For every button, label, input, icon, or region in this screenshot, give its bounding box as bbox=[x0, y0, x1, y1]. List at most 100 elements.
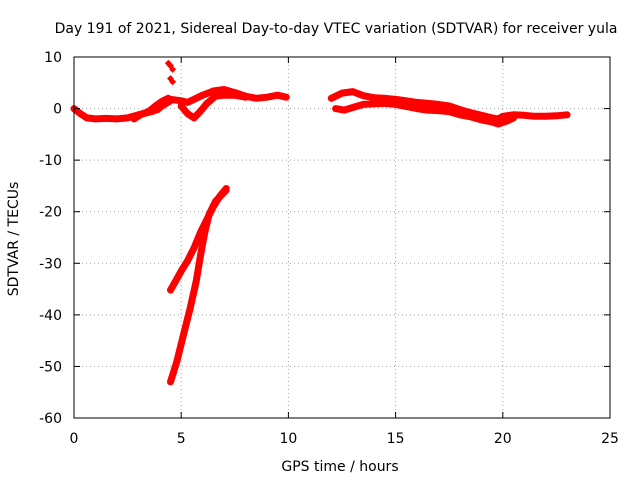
chart-title: Day 191 of 2021, Sidereal Day-to-day VTE… bbox=[55, 21, 618, 37]
x-tick-label: 0 bbox=[70, 431, 79, 447]
data-point bbox=[359, 100, 367, 108]
series-trace-12-23h-lower bbox=[332, 99, 518, 128]
data-point bbox=[130, 115, 138, 123]
data-point bbox=[186, 306, 194, 314]
y-tick-label: 10 bbox=[44, 50, 62, 66]
data-point bbox=[220, 85, 228, 93]
data-point bbox=[503, 117, 511, 125]
data-point bbox=[552, 112, 560, 120]
series-trace-4-10h-lower bbox=[177, 91, 250, 122]
data-point bbox=[166, 378, 174, 386]
data-point bbox=[495, 120, 503, 128]
data-point bbox=[102, 114, 110, 122]
y-tick-label: -40 bbox=[39, 308, 62, 324]
data-point bbox=[184, 257, 192, 265]
data-point bbox=[212, 197, 220, 205]
data-point bbox=[340, 106, 348, 114]
data-point bbox=[402, 97, 410, 105]
y-tick-label: -60 bbox=[39, 411, 62, 427]
data-point bbox=[173, 275, 181, 283]
x-tick-label: 5 bbox=[177, 431, 186, 447]
data-point bbox=[231, 91, 239, 99]
data-point bbox=[499, 112, 507, 120]
data-point bbox=[402, 103, 410, 111]
data-point bbox=[381, 99, 389, 107]
data-point bbox=[205, 210, 213, 218]
data-point bbox=[424, 106, 432, 114]
data-point bbox=[190, 95, 198, 103]
data-point bbox=[327, 94, 335, 102]
data-point bbox=[166, 286, 174, 294]
series-band bbox=[167, 186, 230, 386]
data-point bbox=[192, 277, 200, 285]
data-point bbox=[169, 78, 177, 86]
data-point bbox=[434, 107, 442, 115]
data-point bbox=[413, 98, 421, 106]
data-point bbox=[349, 88, 357, 96]
data-point bbox=[222, 186, 230, 194]
data-point bbox=[282, 93, 290, 101]
data-point bbox=[151, 102, 159, 110]
data-point bbox=[274, 91, 282, 99]
data-point bbox=[332, 105, 340, 113]
data-point bbox=[124, 114, 132, 122]
series-outlier-points bbox=[164, 59, 177, 86]
data-point bbox=[477, 116, 485, 124]
data-point bbox=[413, 105, 421, 113]
data-point bbox=[203, 99, 211, 107]
data-point bbox=[252, 94, 260, 102]
data-point bbox=[434, 100, 442, 108]
data-point bbox=[349, 104, 357, 112]
x-tick-label: 10 bbox=[279, 431, 297, 447]
data-point bbox=[531, 112, 539, 120]
data-point bbox=[190, 114, 198, 122]
data-point bbox=[456, 111, 464, 119]
data-point bbox=[76, 110, 84, 118]
data-point bbox=[166, 95, 174, 103]
data-point bbox=[563, 111, 571, 119]
data-point bbox=[169, 65, 177, 73]
data-point bbox=[542, 112, 550, 120]
data-point bbox=[370, 94, 378, 102]
data-points bbox=[70, 59, 571, 386]
data-point bbox=[424, 99, 432, 107]
data-point bbox=[392, 100, 400, 108]
x-tick-label: 15 bbox=[387, 431, 405, 447]
data-point bbox=[199, 91, 207, 99]
data-point bbox=[177, 102, 185, 110]
data-point bbox=[520, 111, 528, 119]
data-point bbox=[173, 357, 181, 365]
data-point bbox=[177, 97, 185, 105]
data-point bbox=[359, 92, 367, 100]
data-point bbox=[445, 108, 453, 116]
data-point bbox=[177, 267, 185, 275]
data-point bbox=[242, 93, 250, 101]
data-point bbox=[196, 107, 204, 115]
data-point bbox=[113, 115, 121, 123]
data-point bbox=[136, 111, 144, 119]
axis-ticks: 0 5 10 15 20 25 -60 -50 -40 -30 -20 -10 0 10 bbox=[39, 50, 619, 447]
x-tick-label: 25 bbox=[601, 431, 619, 447]
data-point bbox=[220, 91, 228, 99]
y-tick-label: -20 bbox=[39, 205, 62, 221]
x-axis-label: GPS time / hours bbox=[281, 459, 398, 475]
data-point bbox=[196, 252, 204, 260]
data-point bbox=[83, 114, 91, 122]
data-point bbox=[467, 113, 475, 121]
data-point bbox=[145, 107, 153, 115]
data-point bbox=[190, 244, 198, 252]
y-tick-label: 0 bbox=[53, 102, 62, 118]
data-point bbox=[201, 228, 209, 236]
data-point bbox=[263, 93, 271, 101]
plot-frame bbox=[73, 56, 611, 419]
data-point bbox=[445, 102, 453, 110]
data-point bbox=[510, 114, 518, 122]
data-point bbox=[488, 118, 496, 126]
data-point bbox=[179, 331, 187, 339]
data-point bbox=[91, 115, 99, 123]
data-point bbox=[184, 98, 192, 106]
data-point bbox=[338, 89, 346, 97]
data-point bbox=[158, 97, 166, 105]
y-axis-label: SDTVAR / TECUs bbox=[6, 182, 22, 297]
